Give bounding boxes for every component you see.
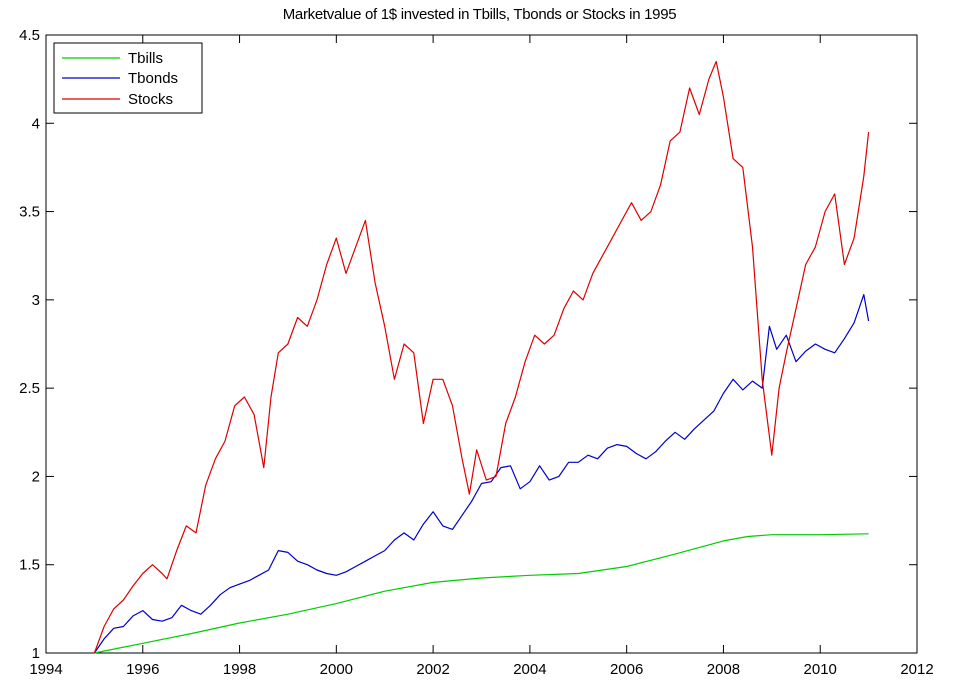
series-lines	[93, 60, 870, 654]
legend-label-tbills: Tbills	[128, 50, 163, 67]
x-tick-label: 2012	[900, 661, 933, 678]
y-tick-label: 4.5	[19, 27, 40, 44]
x-tick-label: 2008	[707, 661, 740, 678]
chart-title: Marketvalue of 1$ invested in Tbills, Tb…	[282, 6, 677, 23]
series-line-tbonds	[93, 294, 870, 654]
legend: Tbills Tbonds Stocks	[53, 42, 203, 114]
y-tick-label: 2.5	[19, 380, 40, 397]
axis-ticks: 1994 1996 1998 2000 2002 2004 2006 2008 2010 2012…	[19, 27, 934, 678]
series-line-stocks	[93, 60, 870, 654]
x-tick-label: 1996	[126, 661, 159, 678]
x-tick-label: 2004	[513, 661, 546, 678]
plot-frame	[45, 34, 918, 654]
series-line-tbills	[94, 533, 869, 654]
legend-label-tbonds: Tbonds	[128, 70, 178, 87]
x-tick-label: 1994	[29, 661, 62, 678]
y-tick-label: 3.5	[19, 204, 40, 221]
y-tick-label: 3	[32, 292, 40, 309]
x-tick-label: 2010	[804, 661, 837, 678]
y-tick-label: 4	[32, 115, 40, 132]
x-tick-label: 2002	[416, 661, 449, 678]
y-tick-label: 2	[32, 468, 40, 485]
y-tick-label: 1.5	[19, 557, 40, 574]
x-tick-label: 2006	[610, 661, 643, 678]
x-tick-label: 1998	[223, 661, 256, 678]
legend-label-stocks: Stocks	[128, 91, 173, 108]
y-tick-label: 1	[32, 645, 40, 662]
x-tick-label: 2000	[320, 661, 353, 678]
